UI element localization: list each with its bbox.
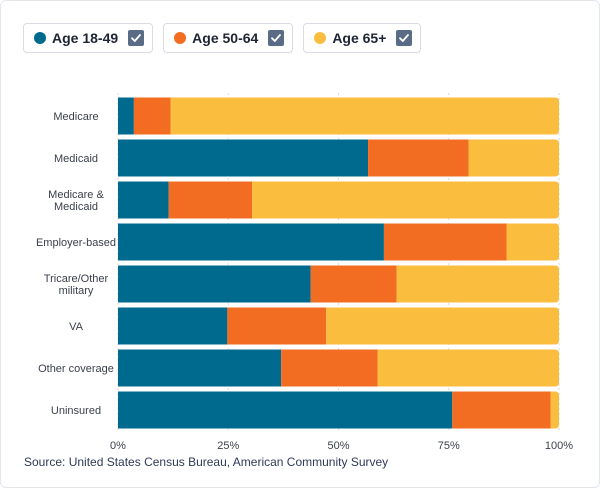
category-label: Medicaid: [54, 153, 98, 165]
category-label: Other coverage: [38, 363, 114, 375]
bar-segment: [326, 307, 559, 345]
x-tick-label: 75%: [438, 440, 460, 452]
bar-segment: [550, 391, 559, 429]
x-tick-label: 0%: [110, 440, 126, 452]
bar-segment: [468, 139, 559, 177]
category-label: Tricare/Other: [44, 273, 109, 285]
legend-label: Age 65+: [332, 30, 387, 46]
checkbox-checked-icon[interactable]: [396, 30, 413, 46]
legend-swatch: [174, 32, 187, 44]
legend-item-age-50-64[interactable]: Age 50-64: [163, 23, 294, 53]
legend-item-age-18-49[interactable]: Age 18-49: [23, 23, 154, 53]
legend-item-age-65[interactable]: Age 65+: [303, 23, 422, 53]
bar-segment: [281, 349, 378, 387]
bar-segment: [133, 97, 171, 135]
source-note: Source: United States Census Bureau, Ame…: [24, 455, 389, 469]
category-label: Uninsured: [51, 405, 101, 417]
bar-segment: [118, 181, 169, 219]
bar-segment: [118, 391, 453, 429]
legend-swatch: [314, 32, 327, 44]
checkbox-checked-icon[interactable]: [128, 30, 145, 46]
legend-label: Age 18-49: [52, 30, 119, 46]
category-label: Medicare: [53, 111, 98, 123]
bar-segment: [506, 223, 559, 261]
x-tick-label: 25%: [217, 440, 239, 452]
bar-segment: [377, 349, 559, 387]
category-label: VA: [69, 321, 84, 333]
category-label: Employer-based: [36, 237, 116, 249]
category-label: military: [59, 285, 94, 297]
bar-segment: [227, 307, 327, 345]
bar-segment: [252, 181, 559, 219]
category-label: Medicaid: [54, 201, 98, 213]
x-tick-label: 50%: [327, 440, 349, 452]
bar-segment: [170, 97, 559, 135]
checkbox-checked-icon[interactable]: [268, 30, 285, 46]
legend: Age 18-49 Age 50-64 Age 65+: [23, 23, 422, 53]
bar-segment: [168, 181, 253, 219]
legend-label: Age 50-64: [192, 30, 259, 46]
bar-segment: [118, 97, 134, 135]
bar-segment: [118, 139, 369, 177]
bar-segment: [452, 391, 551, 429]
bar-segment: [118, 307, 228, 345]
legend-swatch: [34, 32, 46, 44]
bar-segment: [368, 139, 469, 177]
bar-segment: [383, 223, 507, 261]
x-tick-label: 100%: [545, 440, 573, 452]
category-label: Medicare &: [48, 189, 104, 201]
bar-segment: [118, 265, 311, 303]
bar-segment: [310, 265, 397, 303]
bar-segment: [118, 223, 384, 261]
bar-segment: [396, 265, 559, 303]
bar-segment: [118, 349, 282, 387]
